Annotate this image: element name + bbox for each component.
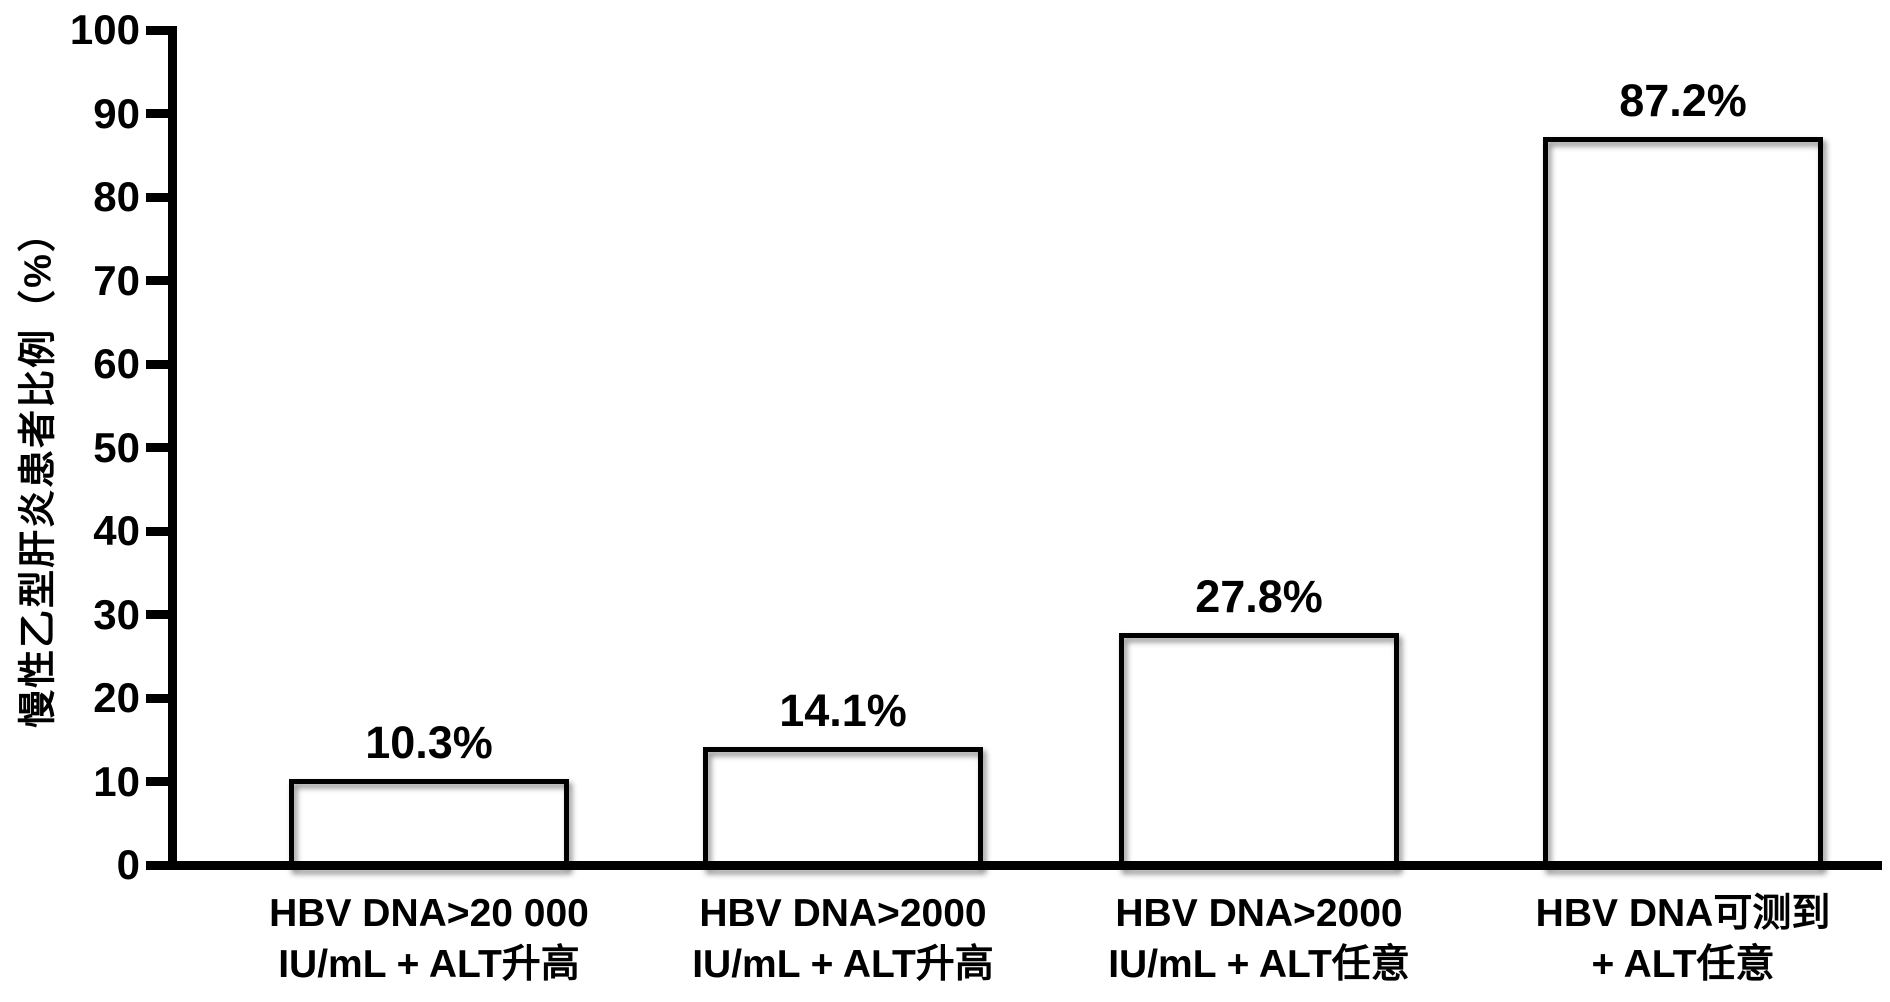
bar-2-value-label: 14.1% (779, 685, 907, 736)
category-label-3: HBV DNA>2000 IU/mL + ALT任意 (1029, 888, 1489, 990)
y-tick-mark (146, 610, 168, 619)
y-tick-mark (146, 25, 168, 35)
y-tick-mark (146, 526, 168, 536)
category-label-3-line-1: HBV DNA>2000 (1115, 892, 1403, 935)
category-label-3-line-2: IU/mL + ALT任意 (1108, 943, 1410, 986)
category-label-1-line-1: HBV DNA>20 000 (269, 892, 589, 935)
bar-4 (1543, 137, 1823, 870)
category-label-2-line-2: IU/mL + ALT升高 (692, 943, 994, 986)
y-tick-mark (146, 777, 168, 786)
x-axis-line (166, 861, 1882, 870)
category-label-1: HBV DNA>20 000 IU/mL + ALT升高 (199, 888, 659, 990)
y-tick-label: 60 (93, 340, 140, 387)
bar-2 (703, 747, 983, 870)
y-tick-mark (146, 276, 168, 285)
y-tick-label: 100 (69, 6, 140, 53)
y-tick-mark (146, 693, 168, 703)
y-tick-label: 10 (93, 757, 140, 805)
y-tick-label: 0 (116, 841, 140, 888)
y-tick-mark (146, 359, 168, 369)
y-axis-line (168, 26, 177, 870)
category-label-4: HBV DNA可测到 + ALT任意 (1453, 888, 1890, 990)
y-tick-label: 20 (93, 674, 140, 721)
category-label-4-line-2: + ALT任意 (1591, 943, 1775, 986)
y-tick-mark (146, 192, 168, 202)
y-tick-mark (146, 443, 168, 452)
bar-1 (289, 779, 569, 870)
y-tick-label: 50 (93, 423, 140, 471)
y-tick-label: 90 (93, 89, 140, 137)
y-tick-label: 30 (93, 590, 140, 638)
y-tick-label: 80 (93, 173, 140, 220)
category-label-1-line-2: IU/mL + ALT升高 (278, 943, 580, 986)
category-label-4-line-1: HBV DNA可测到 (1535, 892, 1831, 935)
bar-3-value-label: 27.8% (1195, 571, 1323, 622)
y-tick-mark (146, 860, 168, 870)
category-label-2: HBV DNA>2000 IU/mL + ALT升高 (613, 888, 1073, 990)
y-tick-mark (146, 109, 168, 118)
bar-4-value-label: 87.2% (1619, 75, 1747, 126)
bar-3 (1119, 633, 1399, 870)
category-label-2-line-1: HBV DNA>2000 (699, 892, 987, 935)
y-tick-label: 70 (93, 256, 140, 304)
bar-1-value-label: 10.3% (365, 717, 493, 768)
y-tick-label: 40 (93, 507, 140, 554)
